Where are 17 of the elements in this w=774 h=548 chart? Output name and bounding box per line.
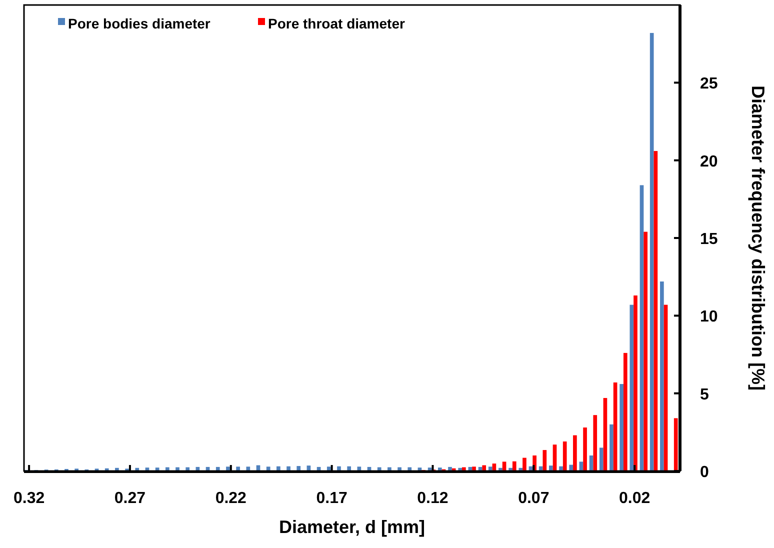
y-tick-label: 10: [700, 308, 718, 326]
legend-label: Pore bodies diameter: [68, 16, 211, 32]
x-tick-label: 0.32: [13, 490, 45, 507]
x-tick-label: 0.07: [518, 490, 550, 507]
y-tick-label: 5: [700, 386, 709, 404]
legend-label: Pore throat diameter: [268, 16, 406, 32]
y-tick-label: 15: [700, 231, 718, 248]
x-tick-label: 0.17: [316, 490, 348, 507]
x-tick-label: 0.12: [417, 490, 448, 507]
y-tick-label: 25: [700, 76, 718, 93]
x-tick-label: 0.02: [619, 490, 650, 507]
x-tick-label: 0.22: [215, 490, 247, 507]
y-axis-title: Diameter frequency distribution [%]: [748, 85, 768, 391]
x-axis-title: Diameter, d [mm]: [278, 517, 426, 537]
x-tick-label: 0.27: [114, 490, 146, 507]
y-tick-label: 0: [700, 464, 709, 481]
y-tick-label: 20: [700, 153, 718, 170]
